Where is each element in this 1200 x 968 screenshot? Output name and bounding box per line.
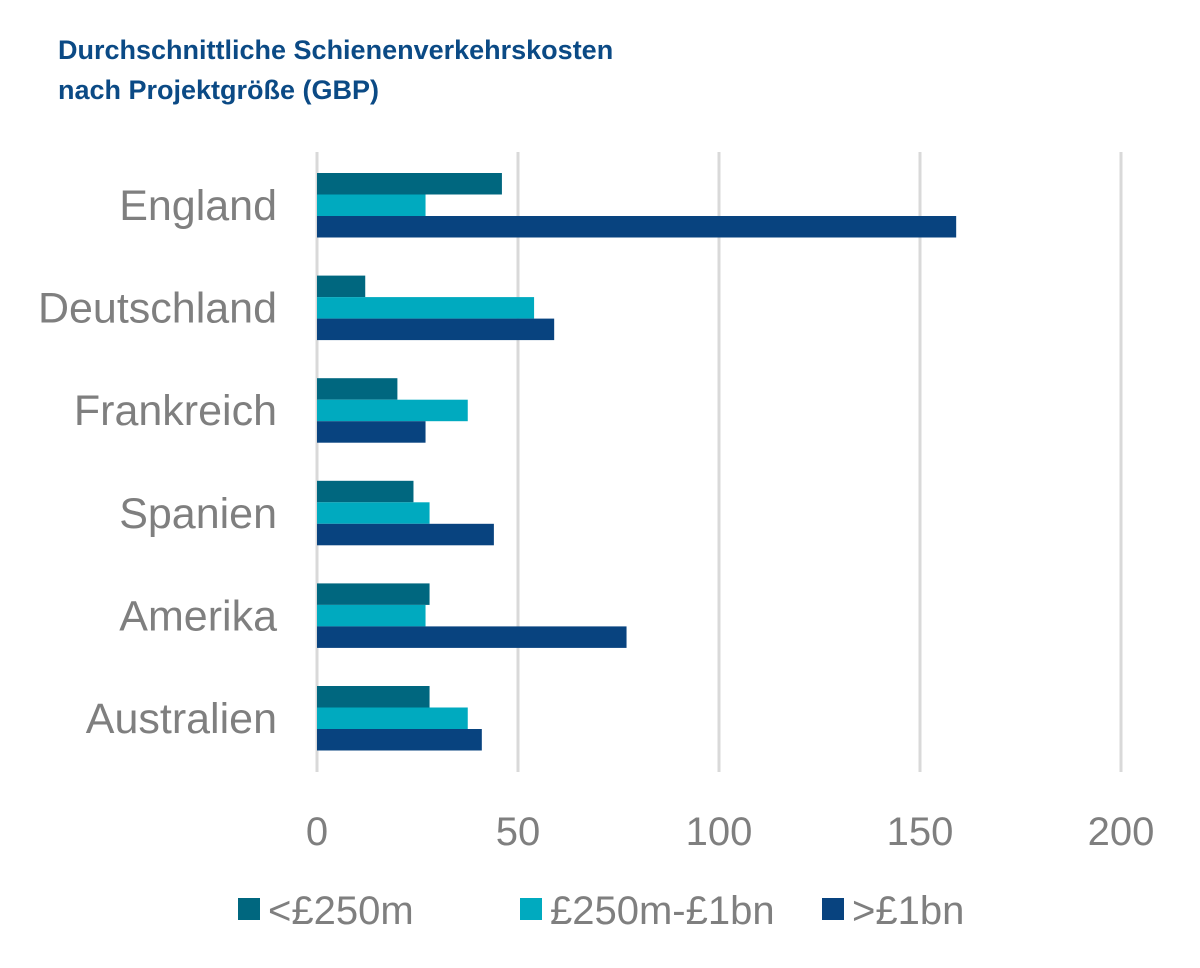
bar-england-series-1 bbox=[317, 194, 426, 216]
chart-title: Durchschnittliche Schienenverkehrskosten… bbox=[58, 30, 613, 110]
legend-label: £250m-£1bn bbox=[550, 889, 775, 933]
category-label: Frankreich bbox=[74, 387, 277, 435]
bar-frankreich-series-2 bbox=[317, 421, 426, 443]
category-label: Deutschland bbox=[38, 285, 277, 333]
bar-amerika-series-2 bbox=[317, 626, 627, 648]
bar-frankreich-series-1 bbox=[317, 399, 468, 422]
legend-marker bbox=[238, 898, 260, 920]
legend-marker bbox=[822, 898, 844, 920]
x-tick-label: 200 bbox=[1088, 810, 1155, 854]
bar-frankreich-series-0 bbox=[317, 378, 398, 400]
bar-spanien-series-1 bbox=[317, 502, 430, 524]
bar-australien-series-2 bbox=[317, 729, 482, 751]
chart-title-line-2: nach Projektgröße (GBP) bbox=[58, 75, 380, 105]
bar-deutschland-series-0 bbox=[317, 275, 366, 298]
bar-australien-series-0 bbox=[317, 686, 430, 708]
x-tick-label: 100 bbox=[686, 810, 753, 854]
bar-spanien-series-2 bbox=[317, 523, 494, 546]
bar-amerika-series-0 bbox=[317, 583, 430, 605]
bar-england-series-2 bbox=[317, 216, 957, 238]
legend-marker bbox=[520, 898, 542, 920]
bar-england-series-0 bbox=[317, 173, 502, 195]
bar-deutschland-series-2 bbox=[317, 318, 555, 341]
category-label: Amerika bbox=[119, 592, 277, 640]
bar-australien-series-1 bbox=[317, 707, 468, 729]
bar-spanien-series-0 bbox=[317, 480, 414, 503]
x-tick-label: 0 bbox=[306, 810, 328, 854]
legend-label: >£1bn bbox=[852, 889, 964, 933]
x-tick-label: 150 bbox=[887, 810, 954, 854]
x-tick-label: 50 bbox=[496, 810, 541, 854]
category-label: England bbox=[119, 182, 277, 230]
legend-label: <£250m bbox=[268, 889, 414, 933]
bar-amerika-series-1 bbox=[317, 604, 426, 627]
category-label: Spanien bbox=[119, 490, 277, 538]
chart-title-line-1: Durchschnittliche Schienenverkehrskosten bbox=[58, 35, 614, 65]
category-label: Australien bbox=[86, 695, 277, 743]
bar-deutschland-series-1 bbox=[317, 297, 535, 319]
